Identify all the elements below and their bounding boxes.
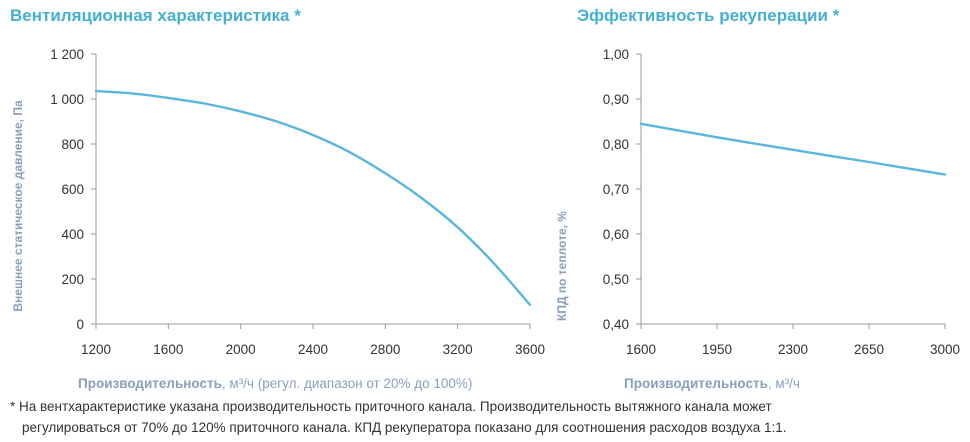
x-tick-label: 1200 [81, 342, 111, 357]
footnote-line-2: регулироваться от 70% до 120% приточного… [22, 420, 787, 435]
chart-title-recuperation: Эффективность рекуперации * [577, 6, 840, 25]
recuperation-efficiency-line [639, 122, 947, 176]
x-axis-label-unit: , м³/ч [221, 376, 254, 391]
y-tick-label: 0 [76, 317, 84, 332]
x-tick-label: 1600 [626, 342, 656, 357]
x-tick-label: 3600 [515, 342, 545, 357]
x-axis-label-main: Производительность [78, 376, 222, 391]
x-tick-label: 1950 [702, 342, 732, 357]
y-tick-label: 1 200 [50, 47, 84, 62]
y-tick-label: 1,00 [603, 47, 629, 62]
y-tick-label: 800 [61, 137, 84, 152]
y-axis-label: КПД по теплоте, % [555, 211, 569, 321]
x-tick-label: 2650 [854, 342, 884, 357]
x-tick-label: 2000 [226, 342, 256, 357]
x-axis-label-main: Производительность [624, 376, 768, 391]
y-tick-label: 0,80 [603, 137, 629, 152]
y-axis-label: Внешнее статическое давление, Па [11, 100, 25, 312]
x-axis-label-unit: , м³/ч [767, 376, 800, 391]
x-tick-label: 2400 [298, 342, 328, 357]
x-tick-label: 3000 [930, 342, 960, 357]
footnote-line-1: * На вентхарактеристике указана производ… [10, 399, 772, 414]
y-tick-label: 0,90 [603, 92, 629, 107]
x-axis-label-note: (регул. диапазон от 20% до 100%) [253, 376, 473, 391]
x-tick-label: 2300 [778, 342, 808, 357]
y-tick-label: 400 [61, 227, 84, 242]
chart-title-fan-curve: Вентиляционная характеристика * [10, 6, 301, 25]
x-tick-label: 2800 [370, 342, 400, 357]
y-tick-label: 0,60 [603, 227, 629, 242]
x-tick-label: 3200 [443, 342, 473, 357]
footnote: * На вентхарактеристике указана производ… [10, 396, 787, 438]
x-axis-label-fan-curve: Производительность, м³/ч (регул. диапазо… [78, 376, 472, 391]
y-tick-label: 1 000 [50, 92, 84, 107]
y-tick-label: 600 [61, 182, 84, 197]
y-tick-label: 0,40 [603, 317, 629, 332]
fan-curve-line [94, 89, 532, 307]
x-tick-label: 1600 [153, 342, 183, 357]
y-tick-label: 200 [61, 272, 84, 287]
y-tick-label: 0,50 [603, 272, 629, 287]
x-axis-label-recuperation: Производительность, м³/ч [624, 376, 800, 391]
y-tick-label: 0,70 [603, 182, 629, 197]
